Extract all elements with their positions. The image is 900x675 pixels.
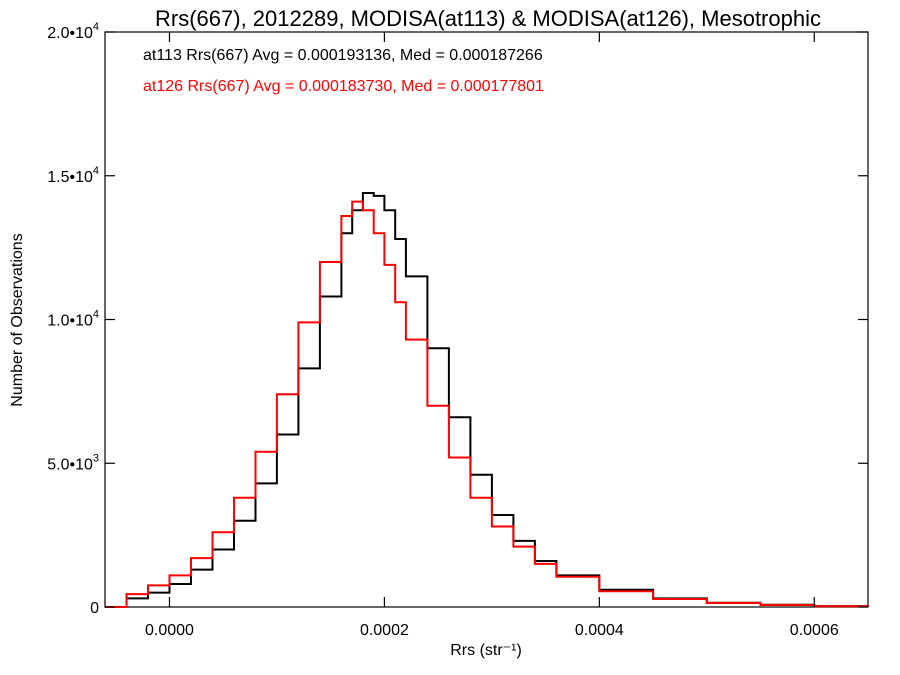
x-tick-label: 0.0004 xyxy=(575,622,624,639)
legend-entry-at113: at113 Rrs(667) Avg = 0.000193136, Med = … xyxy=(143,47,543,64)
y-tick-label: 1.5•104 xyxy=(47,165,99,186)
x-axis-label: Rrs (str⁻¹) xyxy=(450,642,522,659)
plot-frame xyxy=(104,31,869,608)
y-tick-mantissa: 0 xyxy=(90,600,99,617)
series-line-at113 xyxy=(105,192,869,608)
x-axis: 0.0000 0.0002 0.0004 0.0006 xyxy=(145,32,839,639)
y-axis-label: Number of Observations xyxy=(9,233,26,406)
series-line-at126 xyxy=(105,200,869,608)
y-tick-exponent: 4 xyxy=(93,309,99,321)
y-tick-label: 1.0•104 xyxy=(47,309,99,330)
y-tick-label: 5.0•103 xyxy=(47,452,99,473)
y-tick-exponent: 4 xyxy=(93,21,99,33)
y-tick-mantissa: 2.0•10 xyxy=(47,25,93,42)
y-tick-exponent: 4 xyxy=(93,165,99,177)
series-layer xyxy=(105,192,869,608)
chart-title: Rrs(667), 2012289, MODISA(at113) & MODIS… xyxy=(155,6,821,31)
y-tick-label: 2.0•104 xyxy=(47,21,99,42)
x-tick-label: 0.0000 xyxy=(145,622,194,639)
y-tick-mantissa: 5.0•10 xyxy=(47,456,93,473)
x-tick-label: 0.0006 xyxy=(790,622,839,639)
y-tick-label: 0 xyxy=(90,600,99,617)
y-tick-exponent: 3 xyxy=(93,452,99,464)
y-tick-mantissa: 1.0•10 xyxy=(47,313,93,330)
x-tick-label: 0.0002 xyxy=(360,622,409,639)
y-tick-mantissa: 1.5•10 xyxy=(47,169,93,186)
legend-entry-at126: at126 Rrs(667) Avg = 0.000183730, Med = … xyxy=(143,78,544,95)
